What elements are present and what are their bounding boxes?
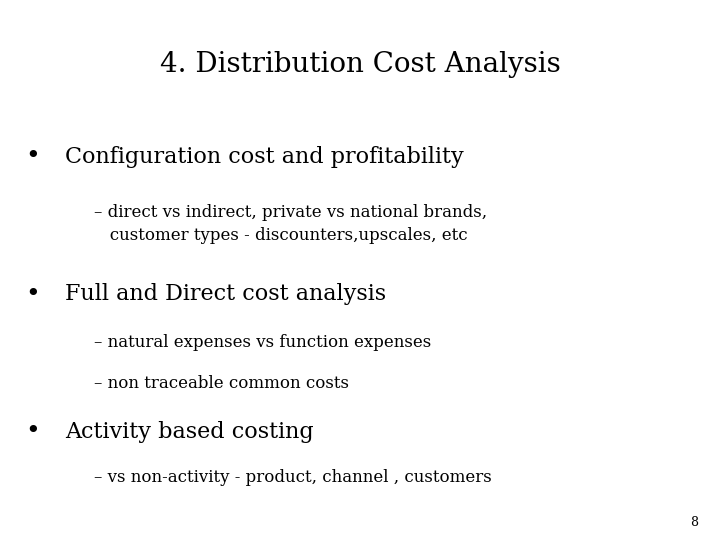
Text: Configuration cost and profitability: Configuration cost and profitability [65, 146, 464, 167]
Text: •: • [25, 283, 40, 306]
Text: •: • [25, 421, 40, 443]
Text: Activity based costing: Activity based costing [65, 421, 313, 443]
Text: – direct vs indirect, private vs national brands,
   customer types - discounter: – direct vs indirect, private vs nationa… [94, 204, 487, 244]
Text: 4. Distribution Cost Analysis: 4. Distribution Cost Analysis [160, 51, 560, 78]
Text: – vs non-activity - product, channel , customers: – vs non-activity - product, channel , c… [94, 469, 491, 487]
Text: 8: 8 [690, 516, 698, 529]
Text: – natural expenses vs function expenses: – natural expenses vs function expenses [94, 334, 431, 352]
Text: Full and Direct cost analysis: Full and Direct cost analysis [65, 284, 386, 305]
Text: – non traceable common costs: – non traceable common costs [94, 375, 348, 392]
Text: •: • [25, 145, 40, 168]
